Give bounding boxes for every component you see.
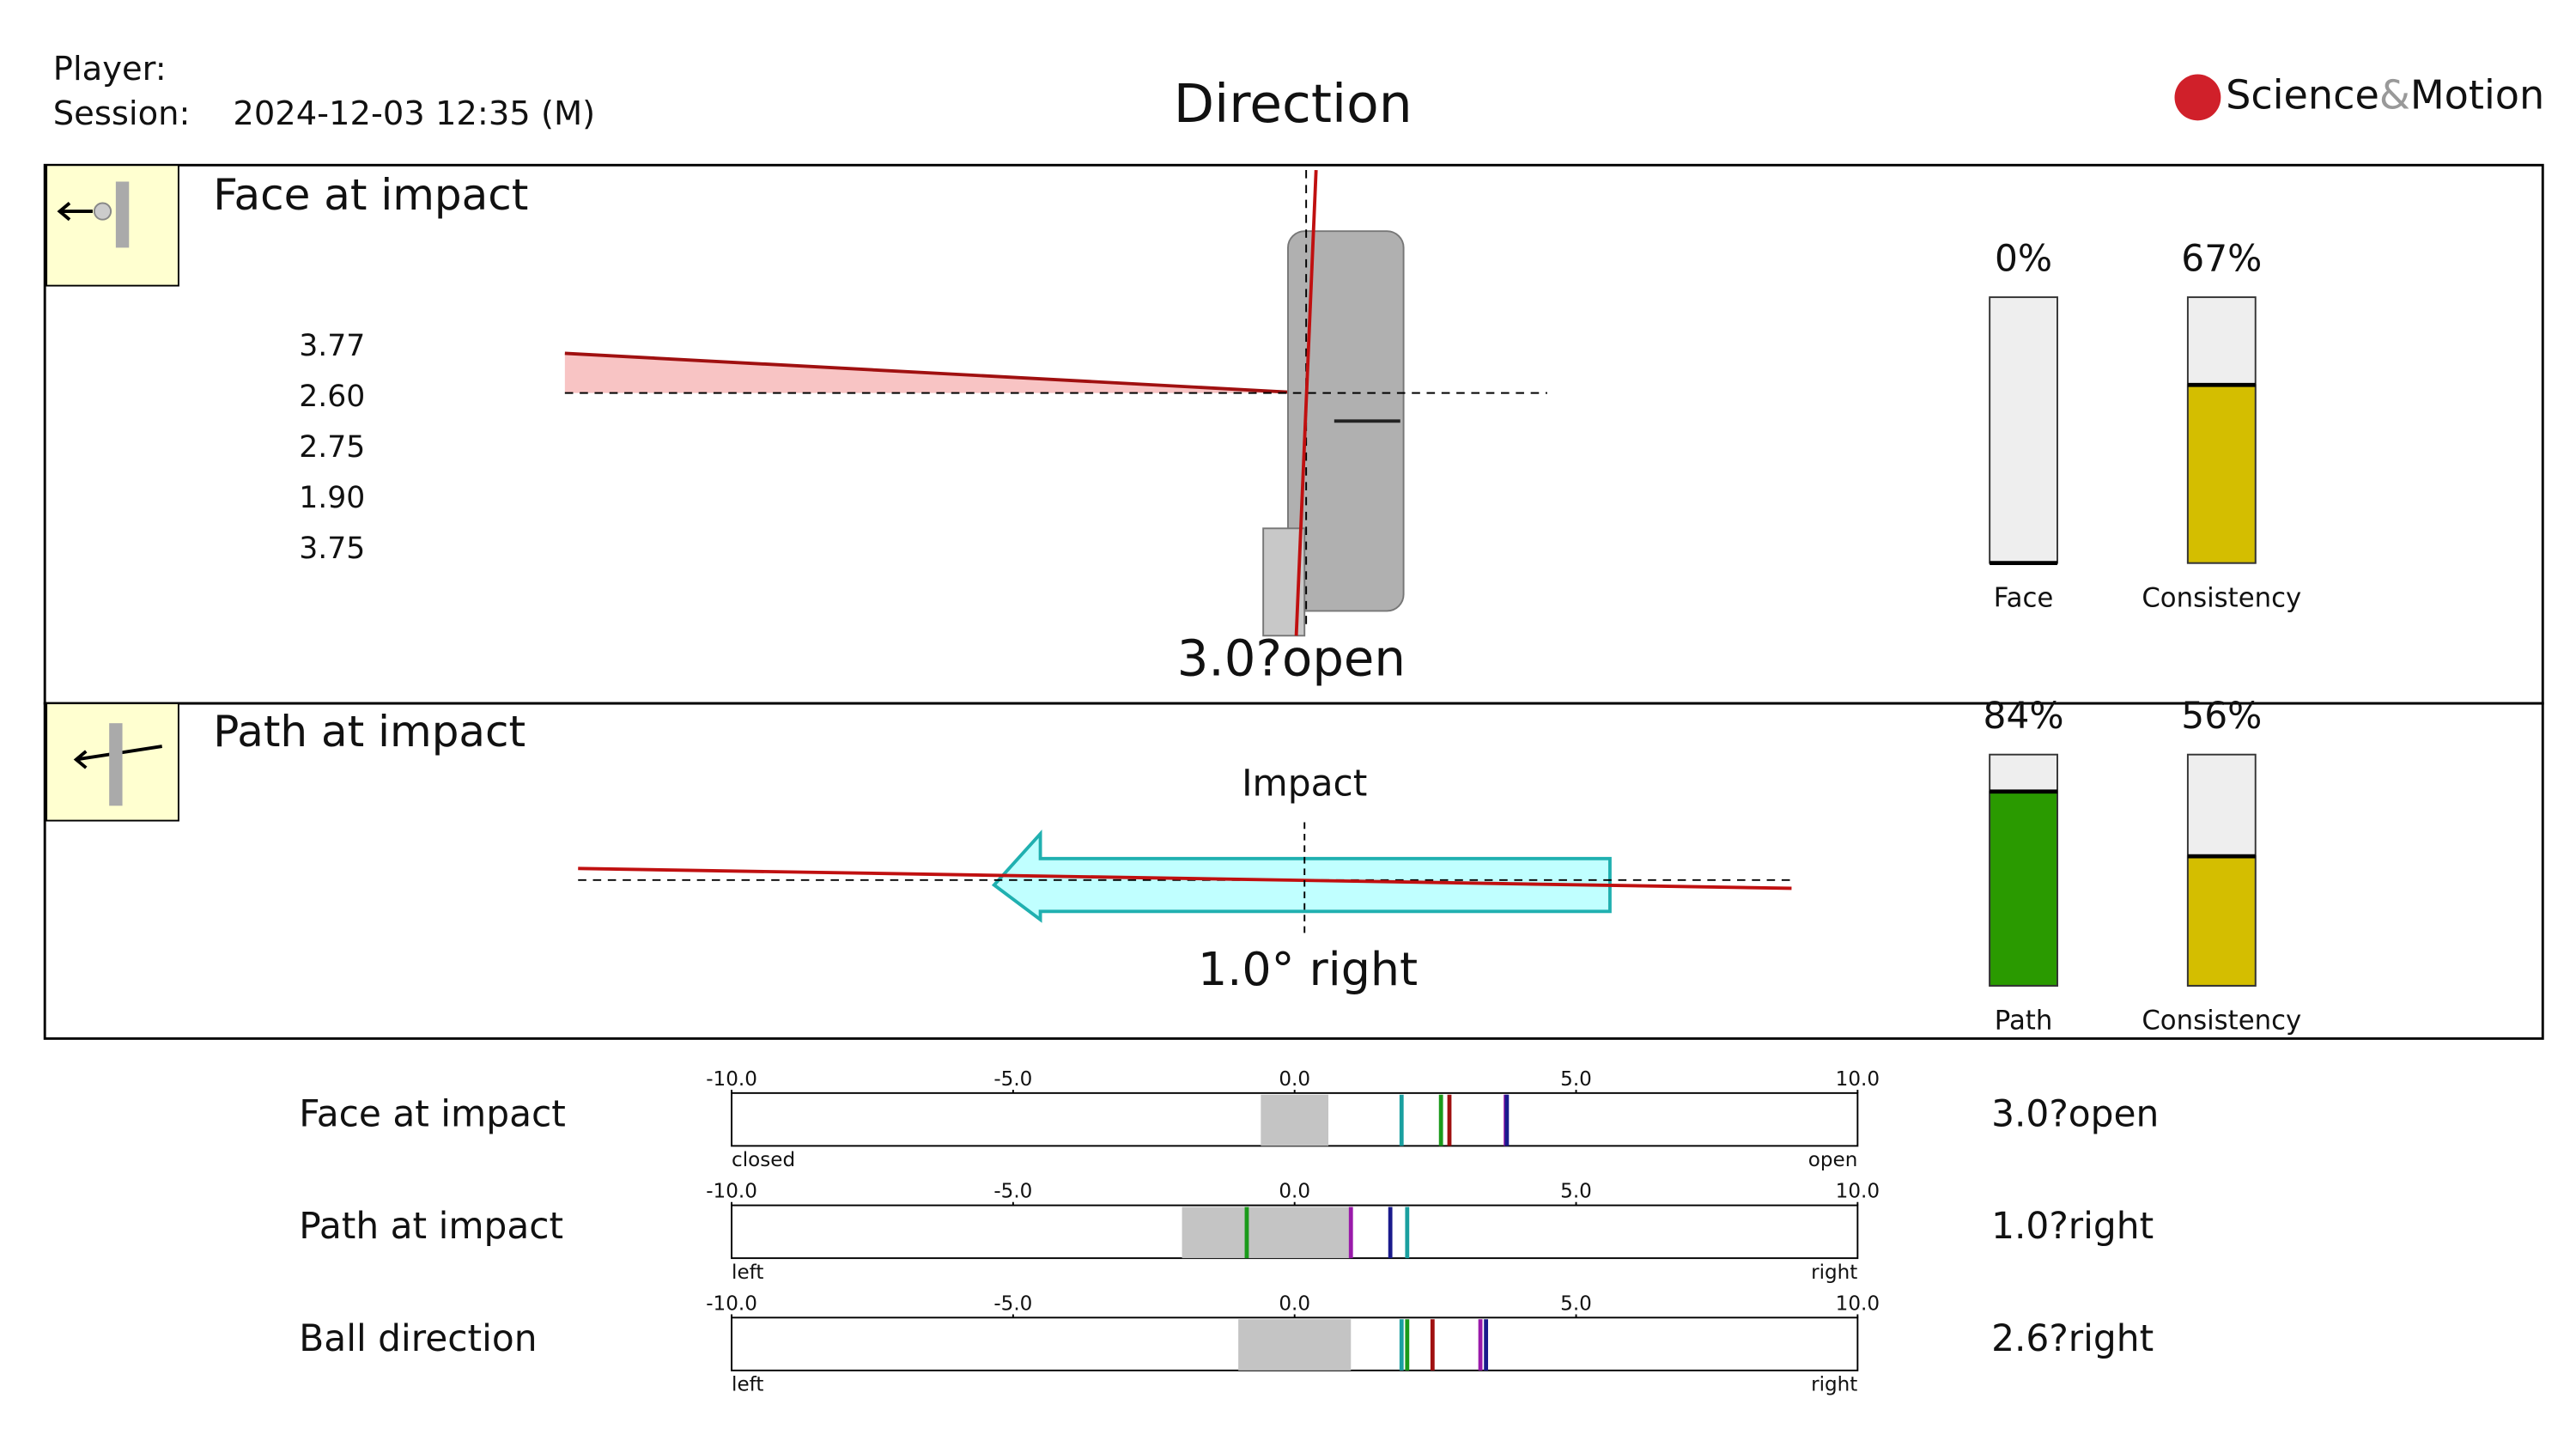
face-value: 1.90 <box>299 481 365 515</box>
face-value: 2.75 <box>299 430 365 465</box>
scale-range <box>1238 1319 1352 1371</box>
gauge-fill <box>2186 384 2257 564</box>
scale-range <box>1261 1094 1329 1146</box>
face-icon-putter <box>115 181 130 248</box>
gauge-value: 0% <box>1995 237 2052 279</box>
face-value: 2.60 <box>299 380 365 414</box>
path-panel <box>43 702 2544 1040</box>
tick-label: 5.0 <box>1560 1068 1592 1091</box>
path-result: 1.0° right <box>1198 942 1418 996</box>
gauge-name: Path <box>1995 1006 2053 1037</box>
face-value: 3.77 <box>299 329 365 363</box>
tick-label: 5.0 <box>1560 1292 1592 1315</box>
scale-left-label: left <box>732 1261 763 1284</box>
tick-label: -10.0 <box>706 1292 757 1315</box>
tick-label: 10.0 <box>1836 1068 1880 1091</box>
gauge-fill <box>2186 855 2257 987</box>
face-value: 3.75 <box>299 532 365 566</box>
scale-name: Ball direction <box>299 1317 537 1359</box>
face-angle-line <box>1294 169 1318 636</box>
scale-range <box>1182 1207 1352 1259</box>
scale-left-label: left <box>732 1374 763 1396</box>
tick-label: 10.0 <box>1836 1292 1880 1315</box>
session-label: Session: <box>53 94 191 133</box>
tick-label: 0.0 <box>1279 1292 1310 1315</box>
path-arrow <box>991 829 1612 923</box>
gauge-frame <box>1989 296 2058 564</box>
impact-label: Impact <box>1242 763 1367 805</box>
tick-label: -10.0 <box>706 1068 757 1091</box>
scale-result: 3.0?open <box>1991 1092 2159 1134</box>
scale-result: 2.6?right <box>1991 1317 2154 1359</box>
title: Direction <box>1174 73 1413 135</box>
path-icon-putter <box>109 723 123 806</box>
tick-label: 5.0 <box>1560 1181 1592 1203</box>
face-title: Face at impact <box>213 170 528 220</box>
scale-left-label: closed <box>732 1149 795 1171</box>
scale-name: Face at impact <box>299 1092 566 1134</box>
logo-text: Science&Motion <box>2226 71 2544 118</box>
logo-icon <box>2174 74 2221 121</box>
scale-right-label: open <box>1808 1149 1858 1171</box>
path-line <box>578 866 1792 891</box>
scale-right-label: right <box>1811 1374 1857 1396</box>
scale-right-label: right <box>1811 1261 1857 1284</box>
scale-result: 1.0?right <box>1991 1205 2154 1247</box>
scale-name: Path at impact <box>299 1205 563 1247</box>
gauge-value: 84% <box>1984 695 2064 737</box>
tick-label: 0.0 <box>1279 1181 1310 1203</box>
tick-label: -5.0 <box>993 1068 1032 1091</box>
player-label: Player: <box>53 50 167 88</box>
gauge-fill <box>1989 790 2058 987</box>
gauge-name: Consistency <box>2142 582 2301 613</box>
gauge-name: Consistency <box>2142 1006 2301 1037</box>
face-icon <box>46 164 179 287</box>
tick-label: -5.0 <box>993 1292 1032 1315</box>
gauge-value: 56% <box>2181 695 2262 737</box>
gauge-name: Face <box>1994 582 2054 613</box>
session: 2024-12-03 12:35 (M) <box>233 94 595 133</box>
tick-label: -10.0 <box>706 1181 757 1203</box>
gauge-value: 67% <box>2181 237 2262 279</box>
face-result: 3.0?open <box>1177 629 1406 688</box>
tick-label: 0.0 <box>1279 1068 1310 1091</box>
tick-label: 10.0 <box>1836 1181 1880 1203</box>
path-title: Path at impact <box>213 707 526 757</box>
face-icon-ball <box>93 202 112 221</box>
face-line <box>564 351 1305 395</box>
face-icon-arrow <box>57 202 93 222</box>
tick-label: -5.0 <box>993 1181 1032 1203</box>
